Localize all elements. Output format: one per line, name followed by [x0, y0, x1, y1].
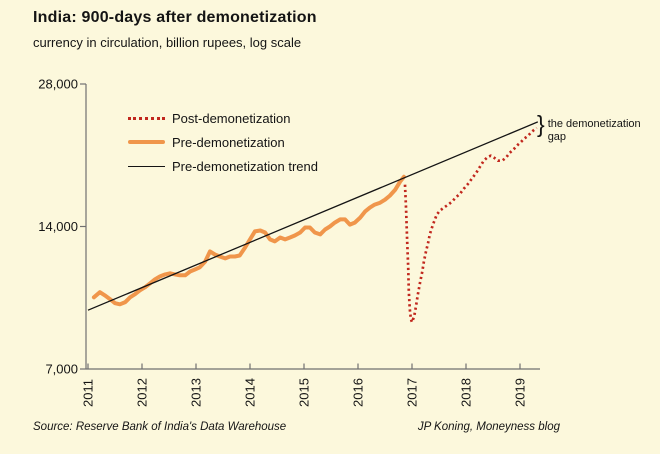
y-axis-tick-labels: 7,000 14,000 28,000	[38, 77, 78, 377]
x-tick-label: 2018	[459, 378, 474, 407]
legend-row-trend: Pre-demonetization trend	[128, 154, 318, 178]
x-tick-label: 2013	[189, 378, 204, 407]
series-post	[403, 126, 538, 327]
y-tick-label: 7,000	[45, 362, 78, 377]
annotation-line1: the demonetization	[547, 118, 641, 130]
brace-icon: }	[537, 111, 545, 137]
annotation-line2: gap	[547, 130, 567, 143]
x-tick-label: 2019	[513, 378, 528, 407]
legend-row-post: Post-demonetization	[128, 106, 318, 130]
chart-subtitle: currency in circulation, billion rupees,…	[33, 35, 302, 50]
source-note: Source: Reserve Bank of India's Data War…	[33, 421, 287, 433]
legend: Post-demonetization Pre-demonetization P…	[128, 106, 318, 178]
y-tick-label: 14,000	[38, 219, 78, 234]
chart-title: India: 900-days after demonetization	[33, 9, 317, 26]
x-tick-label: 2012	[135, 378, 150, 407]
author-credit: JP Koning, Moneyness blog	[417, 421, 560, 433]
trend-swatch-icon	[128, 165, 165, 167]
series-trend	[87, 121, 539, 311]
annotation-text: the demonetization gap	[548, 118, 641, 143]
x-tick-label: 2014	[243, 378, 258, 407]
x-tick-label: 2011	[81, 379, 96, 407]
legend-row-pre: Pre-demonetization	[128, 130, 318, 154]
x-tick-label: 2017	[405, 378, 420, 407]
legend-label-trend: Pre-demonetization trend	[172, 158, 318, 174]
post-demonetization-swatch-icon	[128, 116, 165, 120]
y-tick-label: 28,000	[38, 77, 78, 92]
x-tick-label: 2016	[351, 378, 366, 407]
x-axis-ticks	[87, 363, 521, 369]
legend-label-post: Post-demonetization	[172, 110, 291, 126]
pre-demonetization-swatch-icon	[128, 140, 165, 144]
x-axis-tick-labels: 2011 2012 2013 2014 2015 2016 2017 2018 2019	[81, 378, 528, 407]
series-pre	[91, 174, 406, 307]
y-axis-ticks	[80, 83, 86, 370]
legend-label-pre: Pre-demonetization	[172, 134, 285, 150]
demonetization-gap-annotation: } the demonetization gap	[537, 111, 641, 143]
x-tick-label: 2015	[297, 378, 312, 407]
